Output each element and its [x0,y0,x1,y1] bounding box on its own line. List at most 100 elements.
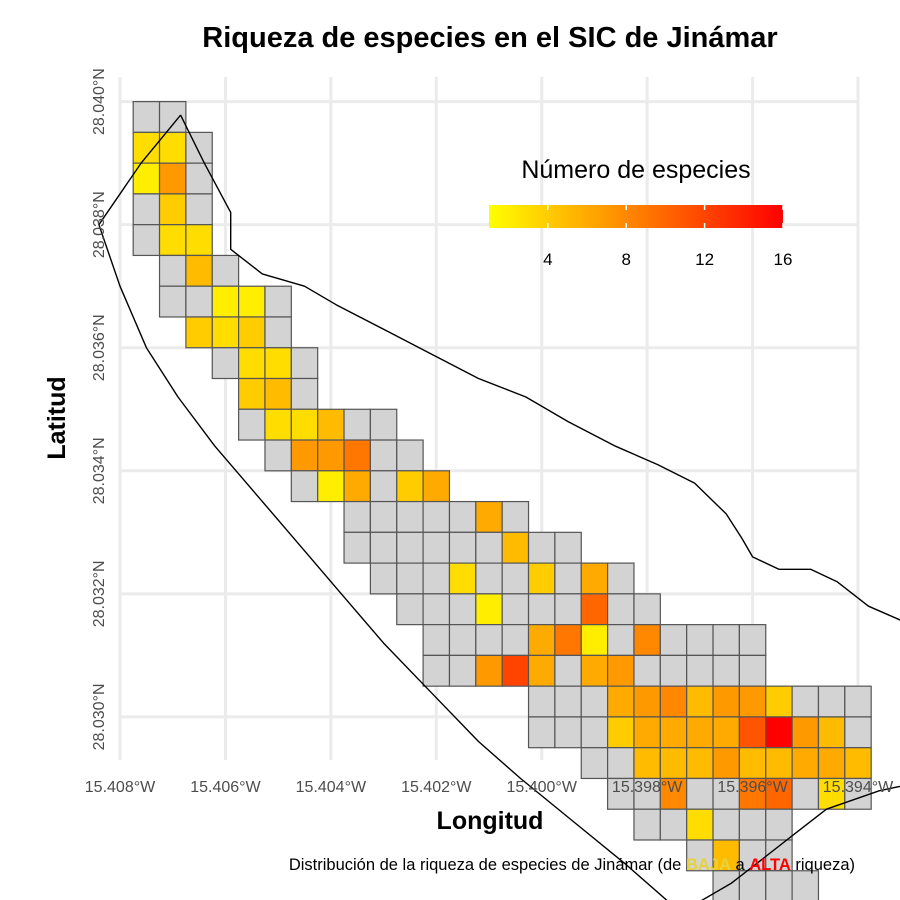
heatmap-cell [844,716,872,749]
legend-tick-label: 16 [774,250,793,269]
heatmap-cell [686,839,714,872]
heatmap-cells [132,101,872,900]
heatmap-cell [369,439,398,472]
heatmap-cell [580,624,609,656]
x-axis-title: Longitud [437,807,544,835]
heatmap-cell [475,654,503,687]
heatmap-cell [422,654,451,687]
heatmap-cell [765,716,793,749]
heatmap-cell [554,531,582,564]
heatmap-cell [501,593,530,626]
caption-middle: a [731,856,749,874]
heatmap-cell [343,439,371,472]
heatmap-cell [844,747,872,780]
x-tick-label: 15.402°W [401,779,472,796]
heatmap-cell [369,500,398,533]
heatmap-cell [238,316,266,349]
heatmap-cell [290,408,319,441]
heatmap-cell [527,716,556,749]
heatmap-cell [659,808,688,841]
y-axis-ticks: 28.030°N 28.032°N 28.034°N 28.036°N 28.038°N… [91,68,108,750]
heatmap-cell [369,470,398,503]
legend-title: Número de especies [521,156,750,184]
legend-tick-label: 12 [695,250,714,269]
heatmap-cell [686,777,714,810]
heatmap-cell [343,408,371,441]
heatmap-cell [765,839,793,872]
heatmap-cell [659,716,688,749]
y-axis-title: Latitud [43,376,71,459]
heatmap-cell [317,408,345,441]
caption-high-word: ALTA [749,856,791,874]
heatmap-cell [791,870,820,900]
legend-colorbar [489,205,783,228]
heatmap-cell [448,654,477,687]
heatmap-cell [264,347,292,380]
y-tick-label: 28.040°N [91,68,108,135]
heatmap-cell [448,624,477,656]
heatmap-cell [422,470,451,503]
heatmap-cell [422,562,451,595]
heatmap-cell [607,654,635,687]
heatmap-cell [132,193,161,226]
heatmap-cell [290,377,319,410]
heatmap-cell [554,593,582,626]
heatmap-cell [501,562,530,595]
heatmap-cell [396,593,424,626]
heatmap-cell [527,531,556,564]
heatmap-cell [317,439,345,472]
heatmap-cell [132,224,161,257]
heatmap-cell [290,439,319,472]
heatmap-cell [633,716,661,749]
heatmap-cell [554,716,582,749]
heatmap-cell [580,716,609,749]
heatmap-cell [765,777,793,810]
heatmap-cell [396,439,424,472]
caption-prefix: Distribución de la riqueza de especies d… [289,856,686,874]
heatmap-cell [501,531,530,564]
heatmap-cell [712,624,740,656]
heatmap-cell [527,562,556,595]
heatmap-cell [527,685,556,718]
legend-tick-label: 8 [621,250,630,269]
heatmap-cell [633,808,661,841]
color-legend: Número de especies 4 8 12 16 [489,156,792,269]
heatmap-cell [712,839,740,872]
heatmap-cell [765,747,793,780]
heatmap-cell [422,593,451,626]
heatmap-cell [712,716,740,749]
heatmap-cell [607,624,635,656]
heatmap-cell [633,624,661,656]
heatmap-cell [475,500,503,533]
heatmap-cell [607,747,635,780]
heatmap-cell [791,747,820,780]
heatmap-cell [132,162,161,195]
heatmap-cell [211,347,240,380]
heatmap-cell [264,408,292,441]
heatmap-cell [791,716,820,749]
heatmap-cell [264,316,292,349]
y-tick-label: 28.030°N [91,683,108,750]
heatmap-cell [844,777,872,810]
heatmap-cell [290,470,319,503]
heatmap-cell [185,254,213,287]
heatmap-cell [158,285,187,318]
heatmap-cell [158,193,187,226]
x-tick-label: 15.400°W [506,779,577,796]
heatmap-cell [844,685,872,718]
heatmap-cell [501,624,530,656]
boundary-line [98,114,900,900]
heatmap-cell [580,593,609,626]
heatmap-cell [738,716,767,749]
heatmap-cell [580,685,609,718]
heatmap-cell [211,316,240,349]
heatmap-cell [686,624,714,656]
heatmap-cell [817,747,846,780]
heatmap-cell [659,624,688,656]
y-tick-label: 28.032°N [91,560,108,627]
heatmap-cell [607,716,635,749]
heatmap-cell [422,531,451,564]
heatmap-cell [501,500,530,533]
heatmap-cell [211,254,240,287]
heatmap-cell [580,654,609,687]
